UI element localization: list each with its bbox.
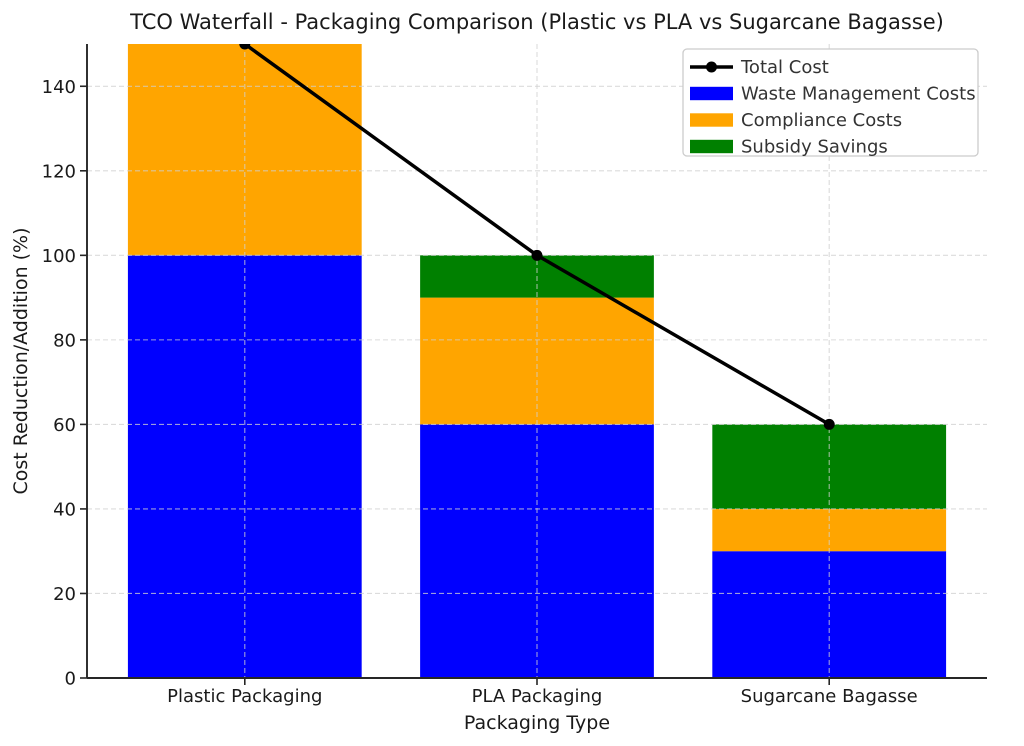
- subsidy-swatch: [690, 139, 733, 154]
- legend-label-total-cost: Total Cost: [740, 57, 829, 78]
- legend-box: [682, 48, 979, 157]
- y-tick-label: 100: [42, 246, 76, 267]
- legend-item-waste-management: Waste Management Costs: [690, 84, 976, 105]
- y-tick-label: 60: [53, 415, 76, 436]
- y-tick-label: 120: [42, 161, 76, 182]
- y-tick-labels: 0 20 40 60 80 100 120 140: [42, 77, 76, 690]
- legend-item-subsidy: Subsidy Savings: [690, 137, 888, 158]
- total-cost-marker-sample: [706, 61, 717, 73]
- legend-item-compliance: Compliance Costs: [690, 110, 902, 131]
- total-cost-marker: [239, 44, 251, 50]
- y-axis-label: Cost Reduction/Addition (%): [10, 227, 32, 494]
- total-cost-marker: [823, 418, 835, 430]
- x-tick-labels: Plastic Packaging PLA Packaging Sugarcane …: [167, 686, 918, 707]
- waste-management-swatch: [690, 86, 733, 101]
- compliance-swatch: [690, 113, 733, 127]
- x-tick-label: PLA Packaging: [472, 686, 603, 707]
- total-cost-layer: [239, 44, 835, 430]
- legend-item-total-cost: Total Cost: [690, 57, 829, 78]
- x-axis-label: Packaging Type: [464, 712, 610, 734]
- tick-marks-layer: [80, 85, 831, 685]
- legend-label-subsidy: Subsidy Savings: [741, 137, 888, 158]
- legend-label-compliance: Compliance Costs: [741, 110, 902, 131]
- x-tick-label: Sugarcane Bagasse: [741, 686, 918, 707]
- y-tick-label: 80: [53, 330, 76, 351]
- x-tick-label: Plastic Packaging: [167, 686, 322, 707]
- legend: Total Cost Waste Management Costs Compli…: [682, 48, 979, 158]
- chart-title: TCO Waterfall - Packaging Comparison (Pl…: [129, 10, 944, 34]
- y-tick-label: 40: [53, 499, 76, 520]
- total-cost-marker: [531, 249, 543, 261]
- legend-label-waste-management: Waste Management Costs: [741, 84, 976, 105]
- y-tick-label: 140: [42, 77, 76, 98]
- y-tick-label: 0: [65, 669, 76, 690]
- y-tick-label: 20: [53, 584, 76, 605]
